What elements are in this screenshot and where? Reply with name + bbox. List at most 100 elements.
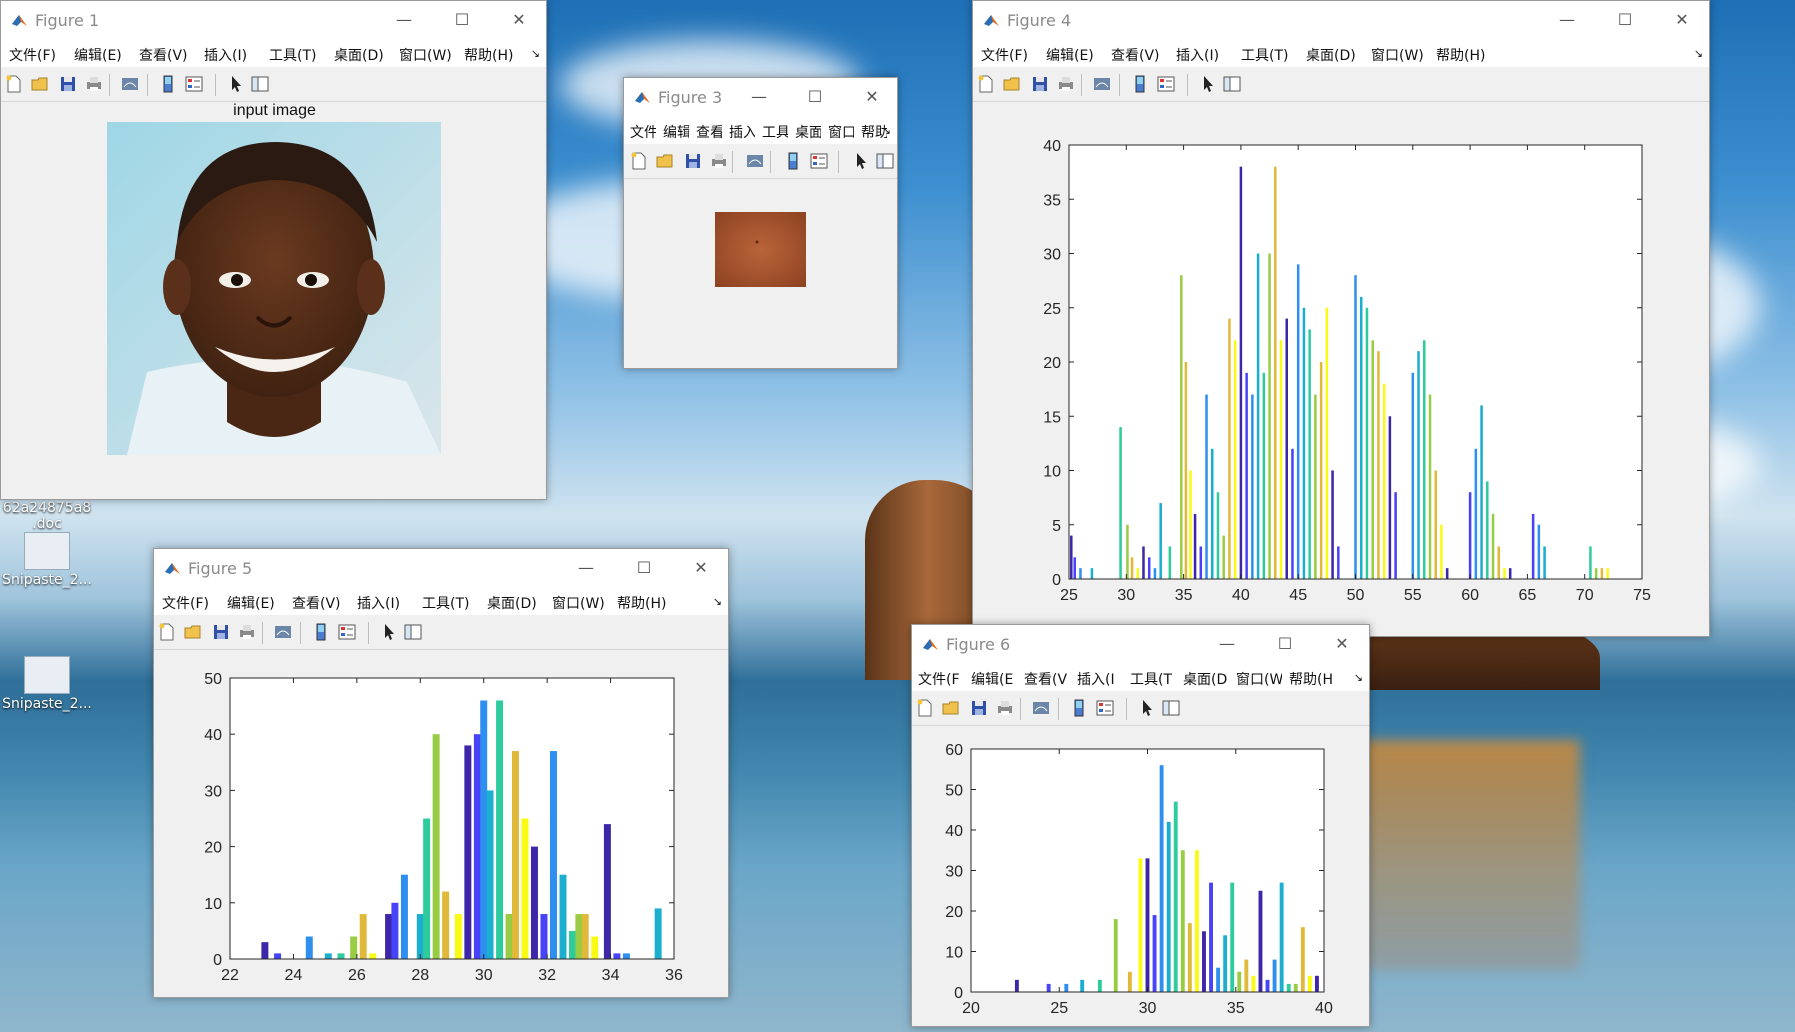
menu-item[interactable]: 查看(V	[1024, 672, 1068, 688]
close-button[interactable]: ✕	[694, 558, 708, 577]
menu-item[interactable]: 插入(I)	[1176, 48, 1220, 64]
property-inspector-icon[interactable]	[251, 75, 269, 93]
menu-overflow-button[interactable]: ↘	[1353, 671, 1363, 684]
figure6-window[interactable]: Figure 6 — ☐ ✕ 文件(F 编辑(E 查看(V 插入(I 工具(T 桌面(D 窗…	[911, 624, 1370, 1027]
minimize-button[interactable]: —	[751, 87, 767, 106]
link-plot-icon[interactable]	[1032, 699, 1050, 717]
link-plot-icon[interactable]	[1093, 75, 1111, 93]
menu-item[interactable]: 帮助(H)	[464, 48, 514, 64]
menu-item[interactable]: 帮助(H)	[1436, 48, 1486, 64]
maximize-button[interactable]: ☐	[454, 10, 470, 29]
menu-item[interactable]: 编辑(E)	[1046, 48, 1094, 64]
menu-item[interactable]: 文件	[630, 125, 656, 141]
menu-item[interactable]: 文件(F)	[981, 48, 1028, 64]
title-bar[interactable]: Figure 3 — ☐ ✕	[624, 78, 897, 116]
menu-item[interactable]: 帮助	[861, 125, 887, 141]
print-icon[interactable]	[85, 75, 103, 93]
property-inspector-icon[interactable]	[1223, 75, 1241, 93]
pointer-icon[interactable]	[227, 75, 245, 93]
figure1-window[interactable]: Figure 1 — ☐ ✕ 文件(F) 编辑(E) 查看(V) 插入(I) 工具(T)…	[0, 0, 547, 500]
menu-item[interactable]: 文件(F)	[162, 596, 209, 612]
menu-item[interactable]: 插入	[729, 125, 755, 141]
print-icon[interactable]	[710, 152, 728, 170]
menu-item[interactable]: 插入(I	[1077, 672, 1115, 688]
new-figure-icon[interactable]	[630, 152, 648, 170]
save-icon[interactable]	[970, 699, 988, 717]
menu-item[interactable]: 工具(T)	[1241, 48, 1289, 64]
menu-overflow-button[interactable]: ↘	[530, 47, 540, 60]
menu-item[interactable]: 编辑	[663, 125, 689, 141]
menu-item[interactable]: 插入(I)	[357, 596, 401, 612]
save-icon[interactable]	[684, 152, 702, 170]
pointer-icon[interactable]	[852, 152, 870, 170]
menu-item[interactable]: 查看(V)	[292, 596, 341, 612]
link-plot-icon[interactable]	[746, 152, 764, 170]
desktop-icon-doc[interactable]: 62a24875a8 .doc	[2, 500, 92, 572]
title-bar[interactable]: Figure 6 — ☐ ✕	[912, 625, 1369, 663]
menu-item[interactable]: 窗口(W)	[552, 596, 605, 612]
pointer-icon[interactable]	[1199, 75, 1217, 93]
close-button[interactable]: ✕	[1335, 634, 1349, 653]
menu-item[interactable]: 窗口(W)	[399, 48, 452, 64]
insert-colorbar-icon[interactable]	[1131, 75, 1149, 93]
menu-item[interactable]: 桌面(D	[1183, 672, 1228, 688]
figure4-window[interactable]: Figure 4 — ☐ ✕ 文件(F) 编辑(E) 查看(V) 插入(I) 工具(T)…	[972, 0, 1710, 637]
new-figure-icon[interactable]	[977, 75, 995, 93]
menu-item[interactable]: 工具(T)	[422, 596, 470, 612]
insert-legend-icon[interactable]	[185, 75, 203, 93]
link-plot-icon[interactable]	[121, 75, 139, 93]
menu-item[interactable]: 编辑(E	[971, 672, 1014, 688]
minimize-button[interactable]: —	[1559, 10, 1575, 29]
menu-item[interactable]: 查看(V)	[1111, 48, 1160, 64]
menu-item[interactable]: 文件(F	[918, 672, 960, 688]
menu-item[interactable]: 查看	[696, 125, 722, 141]
open-icon[interactable]	[942, 699, 960, 717]
desktop-icon-snipaste-1[interactable]: Snipaste_2...	[2, 572, 92, 588]
menu-overflow-button[interactable]: ↘	[881, 124, 891, 137]
pointer-icon[interactable]	[380, 623, 398, 641]
link-plot-icon[interactable]	[274, 623, 292, 641]
new-figure-icon[interactable]	[158, 623, 176, 641]
open-icon[interactable]	[31, 75, 49, 93]
menu-item[interactable]: 插入(I)	[204, 48, 248, 64]
property-inspector-icon[interactable]	[1162, 699, 1180, 717]
menu-item[interactable]: 编辑(E)	[227, 596, 275, 612]
close-button[interactable]: ✕	[865, 87, 879, 106]
open-icon[interactable]	[1003, 75, 1021, 93]
print-icon[interactable]	[996, 699, 1014, 717]
menu-item[interactable]: 工具(T)	[269, 48, 317, 64]
figure5-window[interactable]: Figure 5 — ☐ ✕ 文件(F) 编辑(E) 查看(V) 插入(I) 工具(T)…	[153, 548, 729, 998]
menu-item[interactable]: 帮助(H	[1289, 672, 1333, 688]
menu-item[interactable]: 窗口(W)	[1371, 48, 1424, 64]
title-bar[interactable]: Figure 5 — ☐ ✕	[154, 549, 728, 587]
menu-item[interactable]: 窗口(W	[1236, 672, 1282, 688]
menu-item[interactable]: 桌面(D)	[334, 48, 384, 64]
new-figure-icon[interactable]	[916, 699, 934, 717]
menu-overflow-button[interactable]: ↘	[712, 595, 722, 608]
title-bar[interactable]: Figure 4 — ☐ ✕	[973, 1, 1709, 39]
menu-item[interactable]: 工具	[762, 125, 788, 141]
open-icon[interactable]	[656, 152, 674, 170]
pointer-icon[interactable]	[1138, 699, 1156, 717]
insert-colorbar-icon[interactable]	[159, 75, 177, 93]
open-icon[interactable]	[184, 623, 202, 641]
maximize-button[interactable]: ☐	[807, 87, 823, 106]
print-icon[interactable]	[1057, 75, 1075, 93]
close-button[interactable]: ✕	[1675, 10, 1689, 29]
menu-item[interactable]: 文件(F)	[9, 48, 56, 64]
maximize-button[interactable]: ☐	[636, 558, 652, 577]
property-inspector-icon[interactable]	[876, 152, 894, 170]
close-button[interactable]: ✕	[512, 10, 526, 29]
desktop-icon-snipaste-2[interactable]: Snipaste_2...	[2, 656, 92, 712]
insert-colorbar-icon[interactable]	[784, 152, 802, 170]
menu-item[interactable]: 桌面	[795, 125, 821, 141]
menu-item[interactable]: 帮助(H)	[617, 596, 667, 612]
maximize-button[interactable]: ☐	[1617, 10, 1633, 29]
menu-item[interactable]: 桌面(D)	[1306, 48, 1356, 64]
menu-item[interactable]: 窗口	[828, 125, 854, 141]
menu-item[interactable]: 查看(V)	[139, 48, 188, 64]
insert-colorbar-icon[interactable]	[1070, 699, 1088, 717]
figure3-window[interactable]: Figure 3 — ☐ ✕ 文件 编辑 查看 插入 工具 桌面 窗口 帮助 ↘	[623, 77, 898, 369]
insert-colorbar-icon[interactable]	[312, 623, 330, 641]
insert-legend-icon[interactable]	[338, 623, 356, 641]
